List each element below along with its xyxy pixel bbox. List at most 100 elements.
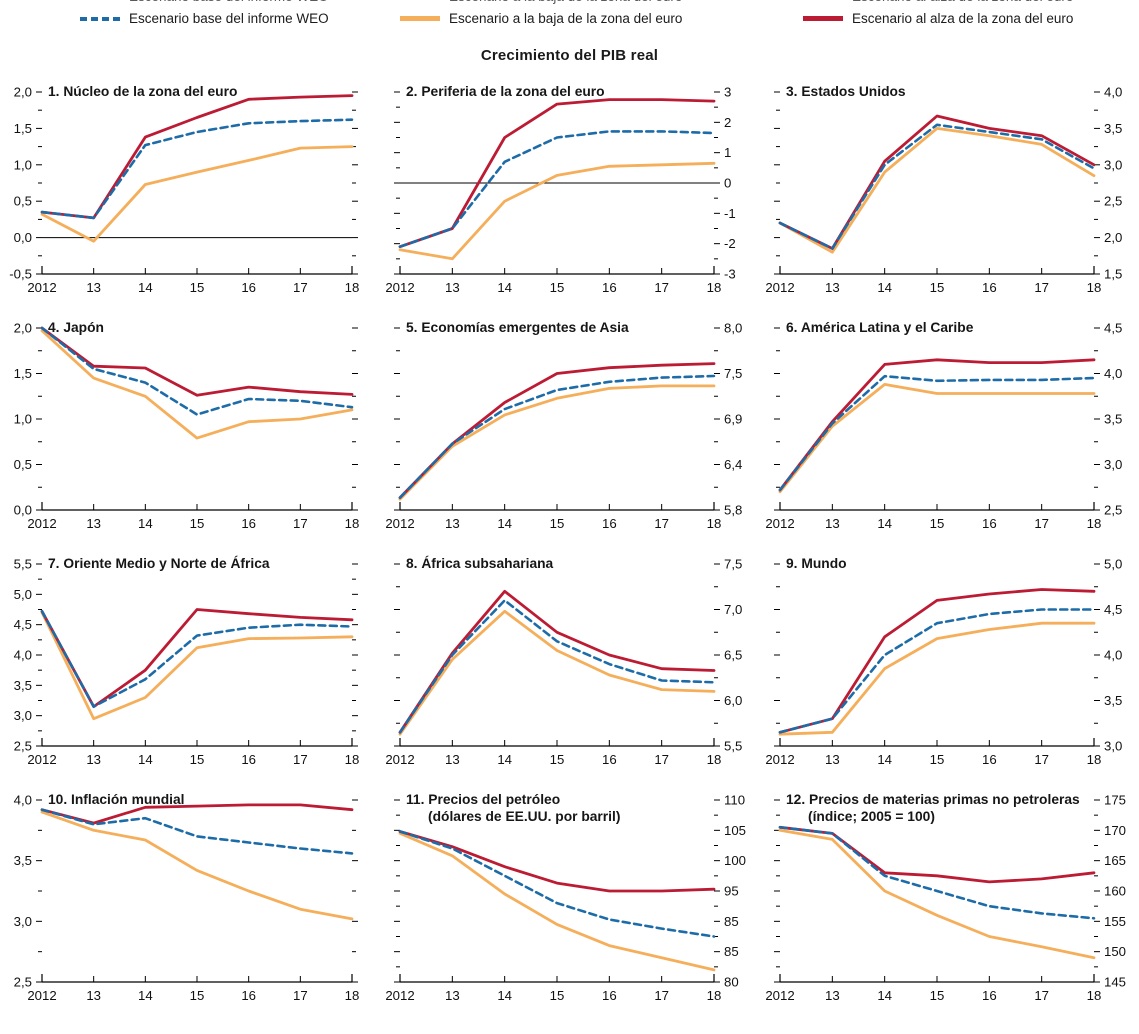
y-tick-label: 4,0 xyxy=(14,793,32,808)
x-tick-label: 13 xyxy=(86,752,101,767)
y-tick-label: 165 xyxy=(1104,853,1126,868)
y-tick-label: 3,5 xyxy=(14,853,32,868)
panel-title: 1. Núcleo de la zona del euro xyxy=(48,84,237,99)
x-tick-label: 18 xyxy=(707,988,722,1003)
y-axis: 110 105 100 95 85 85 80 xyxy=(394,793,746,990)
x-tick-label: 18 xyxy=(707,752,722,767)
y-tick-label: 175 xyxy=(1104,793,1126,808)
x-tick-label: 2012 xyxy=(385,988,414,1003)
x-tick-label: 15 xyxy=(930,280,945,295)
x-tick-label: 17 xyxy=(1034,988,1049,1003)
chart-panel-7: 2012 13 14 15 16 17 18 5,5 5,0 4,5 4,0 3,5 3,0 2,5 7. … xyxy=(0,548,380,784)
x-tick-label: 16 xyxy=(982,516,997,531)
dashed-line-swatch-icon xyxy=(80,16,120,21)
page-title: Crecimiento del PIB real xyxy=(480,47,659,64)
x-tick-label: 13 xyxy=(86,516,101,531)
x-tick-label: 16 xyxy=(602,988,617,1003)
series-baja-line xyxy=(398,832,716,972)
x-tick-label: 18 xyxy=(345,516,360,531)
x-tick-label: 16 xyxy=(241,988,256,1003)
x-tick-label: 16 xyxy=(602,516,617,531)
x-tick-label: 2012 xyxy=(765,516,794,531)
panel-title: 9. Mundo xyxy=(786,556,847,571)
y-tick-label: 4,5 xyxy=(14,617,32,632)
series-alza-line xyxy=(778,358,1096,492)
y-tick-label: 7,5 xyxy=(724,557,742,572)
x-tick-label: 15 xyxy=(190,752,205,767)
y-axis: 7,5 7,0 6,5 6,0 5,5 xyxy=(394,557,742,754)
x-tick-label: 2012 xyxy=(765,280,794,295)
x-tick-label: 17 xyxy=(1034,516,1049,531)
x-tick-label: 17 xyxy=(293,516,308,531)
series-alza-line xyxy=(398,830,716,893)
y-tick-label: 4,5 xyxy=(1104,321,1122,336)
series-base-line xyxy=(40,808,354,855)
x-tick-label: 15 xyxy=(190,280,205,295)
x-tick-label: 15 xyxy=(930,516,945,531)
series-baja-line xyxy=(40,329,354,440)
x-tick-label: 13 xyxy=(825,988,840,1003)
y-tick-label: 8,0 xyxy=(724,321,742,336)
y-tick-label: 4,0 xyxy=(1104,648,1122,663)
y-axis: 2,0 1,5 1,0 0,5 0,0 -0,5 xyxy=(9,85,358,282)
y-tick-label: -1 xyxy=(724,206,736,221)
chart-svg: 2012 13 14 15 16 17 18 110 105 100 95 85 85 80 11. Pre… xyxy=(385,792,746,1003)
series-base-line xyxy=(398,599,716,734)
x-tick-label: 15 xyxy=(190,516,205,531)
y-axis: 5,5 5,0 4,5 4,0 3,5 3,0 2,5 xyxy=(14,557,358,754)
y-tick-label: 6,5 xyxy=(724,648,742,663)
y-axis: 5,0 4,5 4,0 3,5 3,0 xyxy=(774,557,1122,754)
x-tick-label: 14 xyxy=(138,988,153,1003)
series-baja-line xyxy=(398,161,716,261)
x-tick-label: 16 xyxy=(982,988,997,1003)
series-alza-line xyxy=(40,608,354,709)
y-tick-label: 145 xyxy=(1104,975,1126,990)
x-tick-label: 2012 xyxy=(27,988,56,1003)
x-tick-label: 13 xyxy=(825,752,840,767)
series-base-line xyxy=(398,830,716,938)
chart-panel-8: 2012 13 14 15 16 17 18 7,5 7,0 6,5 6,0 5,5 8. África… xyxy=(380,548,760,784)
chart-svg: 2012 13 14 15 16 17 18 175 170 165 160 155 150 145 12.… xyxy=(765,792,1126,1003)
x-tick-label: 13 xyxy=(825,516,840,531)
y-tick-label: 85 xyxy=(724,914,739,929)
y-tick-label: -2 xyxy=(724,236,736,251)
chart-panel-2: 2012 13 14 15 16 17 18 3 2 1 0 -1 -2 -3 2. Periferia d… xyxy=(380,76,760,312)
x-tick-label: 17 xyxy=(654,988,669,1003)
series-baja-line xyxy=(40,611,354,721)
x-tick-label: 15 xyxy=(550,752,565,767)
series-baja-line xyxy=(778,621,1096,736)
x-tick-label: 2012 xyxy=(385,752,414,767)
y-tick-label: 2,0 xyxy=(14,85,32,100)
x-tick-label: 15 xyxy=(930,752,945,767)
cropped-artifact-item: Escenario base del informe WEO xyxy=(80,0,329,4)
x-tick-label: 17 xyxy=(654,752,669,767)
x-tick-label: 2012 xyxy=(27,516,56,531)
series-baja-line xyxy=(778,383,1096,494)
x-axis: 2012 13 14 15 16 17 18 xyxy=(385,266,721,295)
y-tick-label: 0,0 xyxy=(14,503,32,518)
x-tick-label: 13 xyxy=(445,752,460,767)
y-tick-label: 85 xyxy=(724,944,739,959)
x-tick-label: 14 xyxy=(877,988,892,1003)
y-tick-label: 2,5 xyxy=(1104,194,1122,209)
chart-panel-12: 2012 13 14 15 16 17 18 175 170 165 160 155 150 145 12.… xyxy=(760,784,1139,1020)
legend-label-base: Escenario base del informe WEO xyxy=(129,11,329,26)
y-tick-label: 1,5 xyxy=(14,366,32,381)
x-axis: 2012 13 14 15 16 17 18 xyxy=(385,502,721,531)
y-tick-label: 1,0 xyxy=(14,412,32,427)
x-tick-label: 18 xyxy=(1087,516,1102,531)
panel-title: 4. Japón xyxy=(48,320,104,335)
y-tick-label: 5,0 xyxy=(14,587,32,602)
y-tick-label: 4,5 xyxy=(1104,602,1122,617)
cropped-artifact-item: Escenario a la baja de la zona del euro xyxy=(400,0,682,4)
y-tick-label: 3,0 xyxy=(14,708,32,723)
chart-svg: 2012 13 14 15 16 17 18 5,0 4,5 4,0 3,5 3,0 9. Mundo xyxy=(765,556,1122,767)
x-tick-label: 17 xyxy=(654,516,669,531)
x-tick-label: 14 xyxy=(497,516,512,531)
x-tick-label: 18 xyxy=(1087,752,1102,767)
y-tick-label: 2 xyxy=(724,115,731,130)
x-tick-label: 15 xyxy=(550,280,565,295)
y-tick-label: 2,5 xyxy=(14,975,32,990)
x-tick-label: 13 xyxy=(445,988,460,1003)
panel-title: 11. Precios del petróleo xyxy=(406,792,560,807)
